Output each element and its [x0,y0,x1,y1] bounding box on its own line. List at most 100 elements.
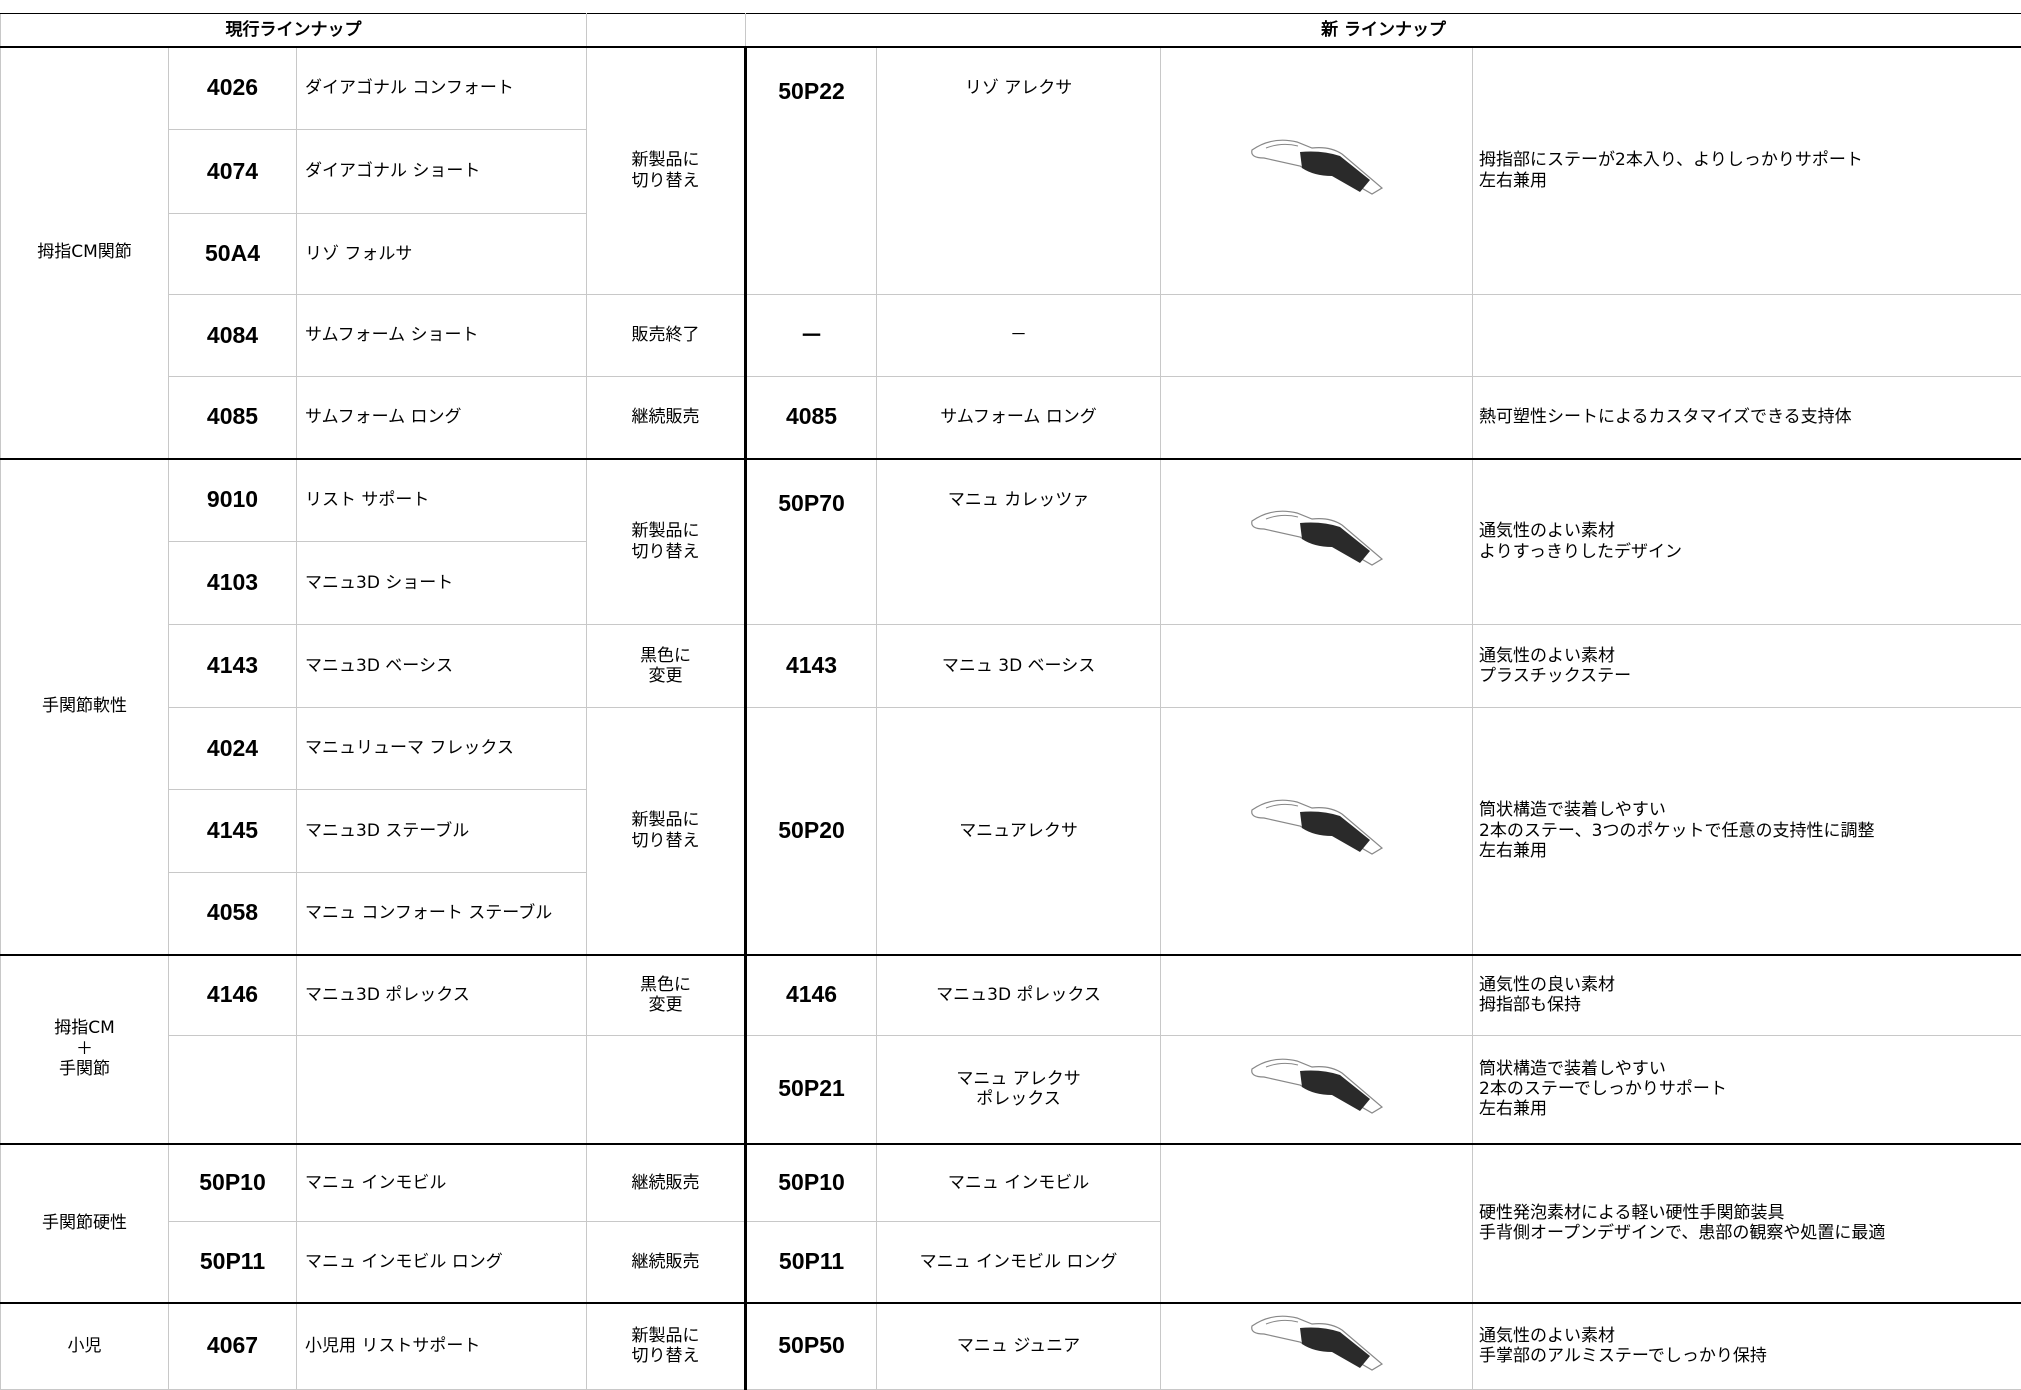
code: 4085 [169,377,297,459]
code-empty [169,1036,297,1144]
name: マニュ インモビル [297,1144,587,1222]
name: サムフォーム ショート [297,295,587,377]
header-current: 現行ラインナップ [1,14,587,47]
category: 拇指CM関節 [1,47,169,459]
status: 黒色に 変更 [587,955,746,1036]
status: 継続販売 [587,1222,746,1303]
name: リスト サポート [297,459,587,542]
product-image [1242,1047,1392,1127]
image [1161,1036,1473,1144]
status: 新製品に 切り替え [587,47,746,295]
image-empty [1161,955,1473,1036]
new-name: マニュ インモビル ロング [877,1222,1161,1303]
image-empty [1161,377,1473,459]
image [1161,708,1473,955]
code: 4026 [169,47,297,130]
top-strip [0,0,2021,13]
new-name: マニュ 3D ベーシス [877,625,1161,708]
new-name: マニュ アレクサ ポレックス [877,1036,1161,1144]
code: 50A4 [169,214,297,295]
new-code: 4085 [746,377,877,459]
category: 拇指CM ＋ 手関節 [1,955,169,1144]
description: 通気性のよい素材 プラスチックステー [1473,625,2021,708]
name: ダイアゴナル コンフォート [297,47,587,130]
description-empty [1473,295,2021,377]
image-empty [1161,295,1473,377]
code: 4074 [169,130,297,214]
code: 9010 [169,459,297,542]
name: マニュ コンフォート ステーブル [297,873,587,955]
status: 新製品に 切り替え [587,459,746,625]
code: 4058 [169,873,297,955]
code: 4146 [169,955,297,1036]
description: 筒状構造で装着しやすい 2本のステーでしっかりサポート 左右兼用 [1473,1036,2021,1144]
name: 小児用 リストサポート [297,1303,587,1390]
code: 4143 [169,625,297,708]
code: 4024 [169,708,297,790]
category: 小児 [1,1303,169,1390]
header-new: 新 ラインナップ [746,14,2021,47]
new-name: リゾ アレクサ [877,47,1161,295]
new-code: 50P70 [746,459,877,625]
image [1161,1303,1473,1390]
name: マニュ3D ポレックス [297,955,587,1036]
name-empty [297,1036,587,1144]
new-code: 50P21 [746,1036,877,1144]
product-image [1242,499,1392,579]
name: マニュ インモビル ロング [297,1222,587,1303]
description: 通気性のよい素材 手掌部のアルミステーでしっかり保持 [1473,1303,2021,1390]
image-empty [1161,625,1473,708]
description: 硬性発泡素材による軽い硬性手関節装具 手背側オープンデザインで、患部の観察や処置… [1473,1144,2021,1303]
name: マニュリューマ フレックス [297,708,587,790]
description: 拇指部にステーが2本入り、よりしっかりサポート 左右兼用 [1473,47,2021,295]
name: ダイアゴナル ショート [297,130,587,214]
product-image [1242,128,1392,208]
name: サムフォーム ロング [297,377,587,459]
new-code: 50P11 [746,1222,877,1303]
new-code: 50P10 [746,1144,877,1222]
product-image [1242,1304,1392,1384]
category: 手関節硬性 [1,1144,169,1303]
code: 4067 [169,1303,297,1390]
new-name: マニュ ジュニア [877,1303,1161,1390]
image-empty [1161,1144,1473,1303]
product-image [1242,788,1392,868]
new-name: マニュ カレッツァ [877,459,1161,625]
image [1161,459,1473,625]
new-name: マニュアレクサ [877,708,1161,955]
status: 新製品に 切り替え [587,1303,746,1390]
name: リゾ フォルサ [297,214,587,295]
new-code: 4146 [746,955,877,1036]
new-code: － [746,295,877,377]
table-row: 現行ラインナップ 新 ラインナップ [1,14,2021,47]
status-empty [587,1036,746,1144]
new-name: マニュ3D ポレックス [877,955,1161,1036]
description: 筒状構造で装着しやすい 2本のステー、3つのポケットで任意の支持性に調整 左右兼… [1473,708,2021,955]
code: 4103 [169,542,297,625]
image [1161,47,1473,295]
status: 継続販売 [587,1144,746,1222]
code: 50P10 [169,1144,297,1222]
code: 4084 [169,295,297,377]
description: 熱可塑性シートによるカスタマイズできる支持体 [1473,377,2021,459]
name: マニュ3D ショート [297,542,587,625]
status: 継続販売 [587,377,746,459]
status: 販売終了 [587,295,746,377]
new-name: サムフォーム ロング [877,377,1161,459]
new-code: 50P50 [746,1303,877,1390]
code: 4145 [169,790,297,873]
description: 通気性の良い素材 拇指部も保持 [1473,955,2021,1036]
new-code: 50P20 [746,708,877,955]
new-name: － [877,295,1161,377]
